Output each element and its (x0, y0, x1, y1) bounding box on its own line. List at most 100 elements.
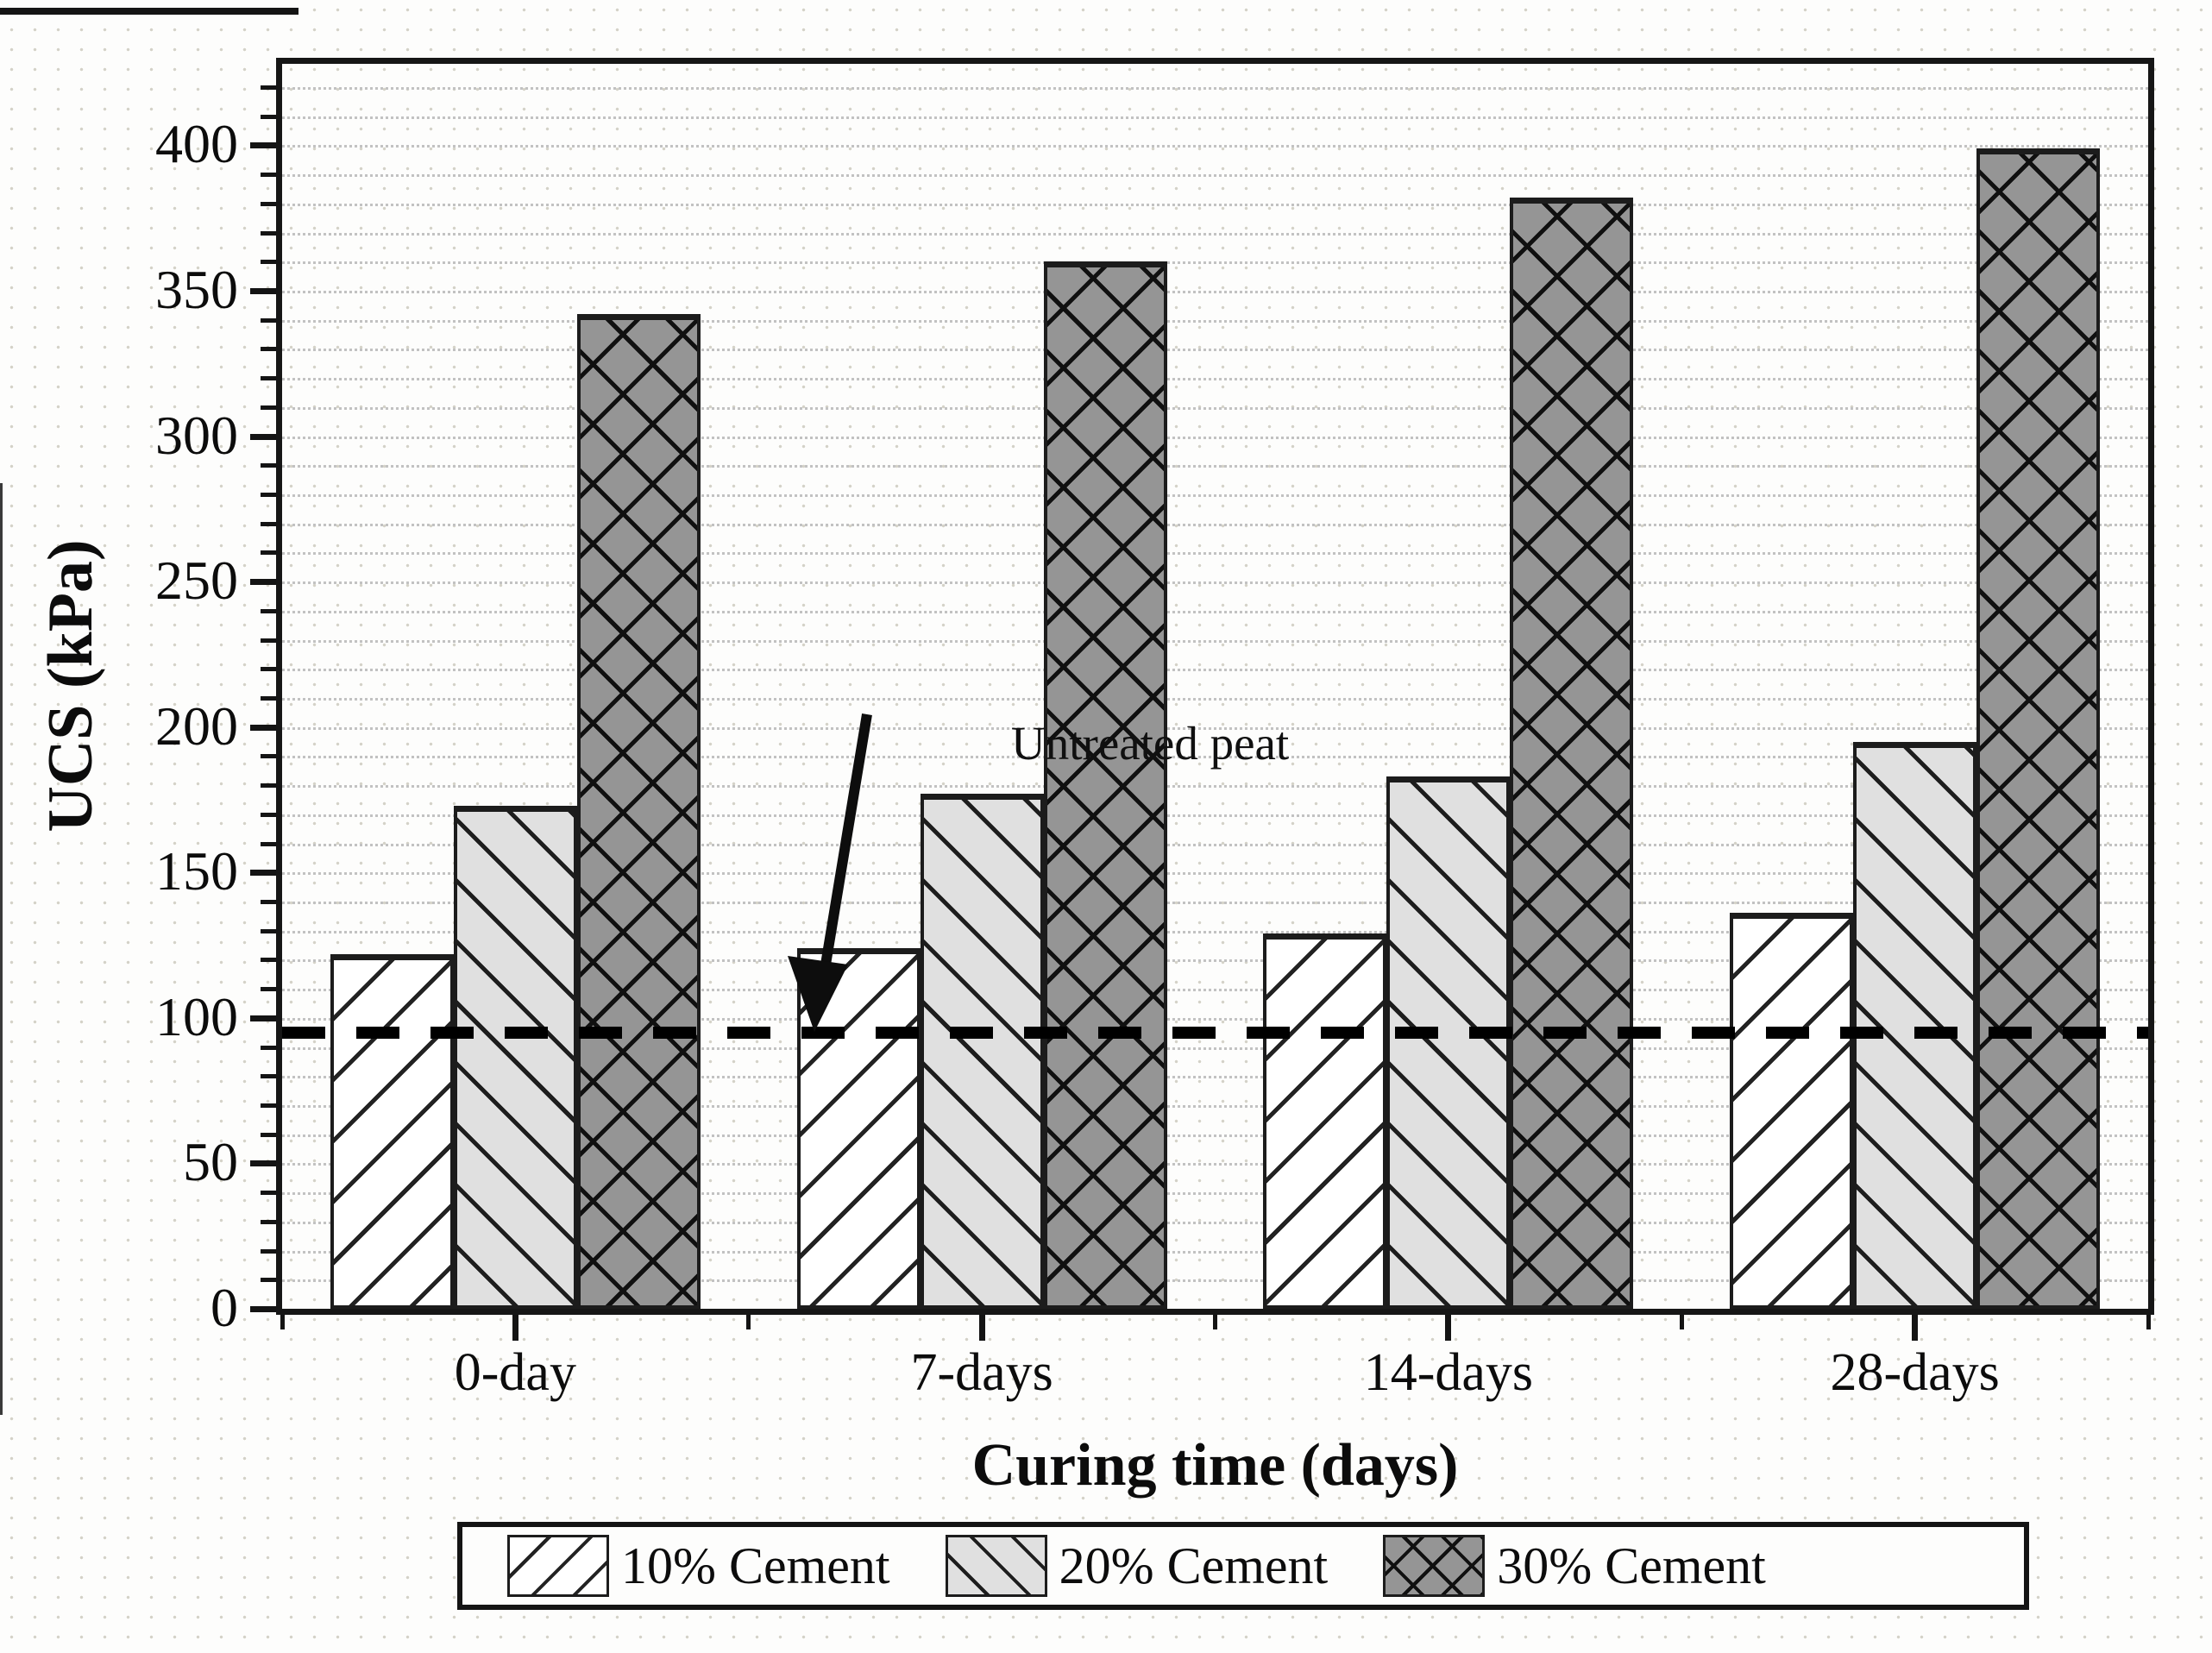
y-tick-minor-170 (261, 812, 276, 817)
gridline-40 (282, 1192, 2148, 1196)
y-tick-label-50: 50 (183, 1131, 238, 1193)
bar-14-days-30-cement (1510, 198, 1634, 1309)
bar-14-days-20-cement (1386, 776, 1511, 1309)
y-tick-label-300: 300 (155, 404, 238, 466)
gridline-300 (282, 436, 2148, 439)
y-tick-label-400: 400 (155, 113, 238, 175)
y-tick-minor-30 (261, 1219, 276, 1224)
annotation-arrow (788, 713, 872, 1032)
gridline-360 (282, 261, 2148, 265)
gridline-170 (282, 814, 2148, 817)
gridline-50 (282, 1163, 2148, 1166)
y-tick-label-350: 350 (155, 258, 238, 320)
x-tick-label-28-days: 28-days (1830, 1343, 2000, 1402)
gridline-240 (282, 610, 2148, 613)
y-tick-minor-140 (261, 899, 276, 904)
gridline-10 (282, 1279, 2148, 1283)
x-tick-label-14-days: 14-days (1363, 1343, 1534, 1402)
untreated-peat-annotation: Untreated peat (1011, 717, 1290, 770)
gridline-160 (282, 843, 2148, 846)
gridline-280 (282, 493, 2148, 497)
gridline-390 (282, 174, 2148, 178)
x-axis-title: Curing time (days) (971, 1432, 1459, 1499)
gridline-180 (282, 785, 2148, 789)
y-tick-minor-190 (261, 754, 276, 759)
y-tick-major-100 (250, 1015, 276, 1021)
legend-item-20-cement: 20% Cement (945, 1535, 1384, 1597)
y-tick-minor-360 (261, 260, 276, 265)
scan-artifact-line (0, 483, 3, 1415)
legend-label: 20% Cement (1059, 1537, 1329, 1594)
y-tick-minor-390 (261, 173, 276, 178)
gridline-70 (282, 1104, 2148, 1108)
y-tick-label-150: 150 (155, 840, 238, 902)
y-tick-minor-290 (261, 463, 276, 468)
x-tick-minor-2 (1213, 1315, 1217, 1329)
y-tick-minor-120 (261, 958, 276, 963)
gridline-310 (282, 406, 2148, 410)
y-tick-minor-340 (261, 317, 276, 323)
y-tick-minor-280 (261, 492, 276, 497)
gridline-370 (282, 232, 2148, 236)
y-tick-minor-330 (261, 347, 276, 352)
y-tick-minor-60 (261, 1132, 276, 1137)
y-tick-minor-240 (261, 608, 276, 613)
y-tick-label-250: 250 (155, 550, 238, 612)
y-tick-minor-220 (261, 667, 276, 672)
y-tick-major-0 (250, 1306, 276, 1312)
x-tick-major-7-days (978, 1315, 985, 1341)
bar-28-days-10-cement (1730, 913, 1854, 1309)
gridline-190 (282, 756, 2148, 759)
y-tick-minor-370 (261, 230, 276, 236)
gridline-100 (282, 1017, 2148, 1021)
x-tick-major-14-days (1445, 1315, 1452, 1341)
gridline-410 (282, 116, 2148, 119)
x-tick-minor-4 (2146, 1315, 2151, 1329)
gridline-140 (282, 901, 2148, 904)
y-tick-major-250 (250, 579, 276, 586)
legend-label: 30% Cement (1497, 1537, 1766, 1594)
y-tick-minor-40 (261, 1191, 276, 1196)
x-tick-minor-0 (280, 1315, 285, 1329)
y-tick-label-0: 0 (211, 1277, 238, 1338)
y-tick-minor-380 (261, 201, 276, 206)
y-tick-minor-180 (261, 783, 276, 789)
gridline-60 (282, 1134, 2148, 1137)
gridline-110 (282, 989, 2148, 992)
gridline-30 (282, 1221, 2148, 1224)
y-tick-minor-110 (261, 987, 276, 992)
x-tick-minor-3 (1679, 1315, 1684, 1329)
gridline-200 (282, 726, 2148, 730)
gridline-130 (282, 930, 2148, 933)
gridline-260 (282, 552, 2148, 556)
y-tick-minor-210 (261, 695, 276, 701)
bar-7-days-30-cement (1043, 261, 1167, 1309)
y-tick-minor-310 (261, 405, 276, 410)
gridline-80 (282, 1076, 2148, 1079)
y-tick-minor-160 (261, 841, 276, 846)
y-tick-minor-20 (261, 1248, 276, 1254)
gridline-290 (282, 465, 2148, 468)
gridline-150 (282, 872, 2148, 876)
bar-0-day-20-cement (453, 805, 577, 1309)
y-tick-minor-10 (261, 1278, 276, 1283)
y-tick-minor-70 (261, 1103, 276, 1108)
bar-7-days-20-cement (920, 794, 1044, 1309)
y-tick-label-200: 200 (155, 695, 238, 757)
y-tick-minor-420 (261, 85, 276, 90)
gridline-380 (282, 203, 2148, 206)
y-tick-major-300 (250, 433, 276, 440)
y-tick-major-400 (250, 142, 276, 149)
y-tick-minor-410 (261, 114, 276, 119)
y-tick-minor-230 (261, 638, 276, 643)
untreated-peat-dashed-line (282, 1026, 2148, 1039)
x-tick-label-7-days: 7-days (910, 1343, 1053, 1402)
y-tick-minor-320 (261, 376, 276, 381)
scan-artifact-line (0, 8, 298, 15)
y-tick-label-100: 100 (155, 985, 238, 1047)
y-tick-minor-80 (261, 1074, 276, 1079)
x-tick-minor-1 (746, 1315, 751, 1329)
bar-14-days-10-cement (1263, 933, 1387, 1309)
legend-swatch-10-cement (507, 1535, 609, 1597)
